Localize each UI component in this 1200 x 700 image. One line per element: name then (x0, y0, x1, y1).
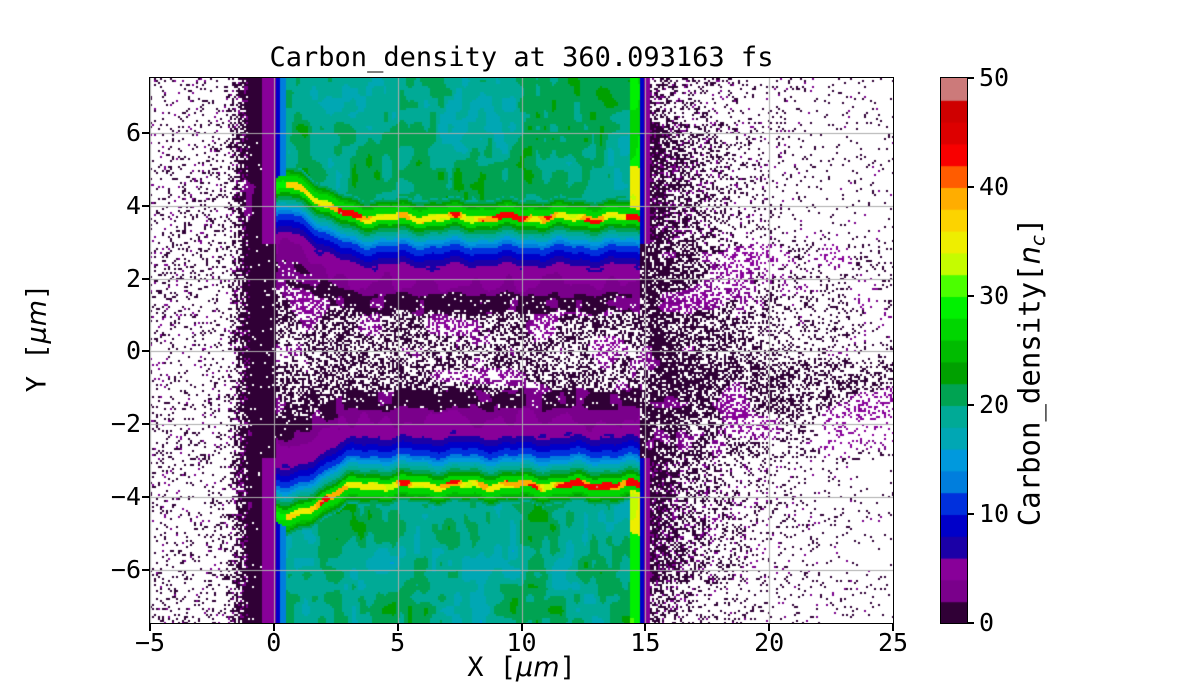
x-tick-label: 15 (630, 628, 661, 657)
colorbar-tick-mark (967, 186, 974, 188)
y-tick-label: 6 (125, 117, 141, 147)
y-tick-label: −4 (110, 482, 141, 512)
colorbar-label: Carbon_density[nc] (1013, 218, 1050, 527)
x-tick-mark (520, 623, 523, 631)
colorbar-tick-mark (967, 77, 974, 79)
colorbar-label-text: Carbon_density[ (1012, 264, 1047, 527)
x-axis-label-unit: μm (516, 652, 560, 683)
x-tick-label: 0 (266, 628, 282, 657)
colorbar-label-sub: c (1026, 235, 1050, 247)
plot-title: Carbon_density at 360.093163 fs (269, 42, 774, 73)
colorbar-label-var: n (1012, 246, 1047, 265)
colorbar-canvas (941, 78, 967, 623)
colorbar-tick-label: 10 (979, 499, 1010, 528)
colorbar-tick-label: 40 (979, 172, 1010, 201)
x-axis-label-text: X [ (467, 652, 517, 683)
colorbar-tick-mark (967, 513, 974, 515)
x-tick-mark (272, 623, 275, 631)
x-tick-label: 25 (877, 628, 909, 657)
colorbar-tick-label: 0 (979, 608, 995, 637)
y-tick-label: 2 (125, 263, 141, 293)
colorbar-label-close: ] (1012, 217, 1047, 236)
y-tick-label: −6 (110, 555, 141, 585)
y-tick-mark (142, 350, 150, 353)
y-tick-mark (142, 569, 150, 572)
y-tick-mark (142, 204, 150, 207)
heatmap-canvas (150, 78, 893, 623)
x-tick-label: 5 (390, 628, 406, 657)
x-tick-mark (644, 623, 647, 631)
y-tick-mark (142, 423, 150, 426)
colorbar-tick-mark (967, 295, 974, 297)
y-tick-label: 0 (125, 336, 141, 366)
y-tick-label: −2 (110, 409, 141, 439)
y-tick-mark (142, 131, 150, 134)
x-tick-mark (149, 623, 151, 631)
x-tick-label: −5 (134, 628, 166, 657)
y-tick-mark (142, 496, 150, 499)
colorbar-tick-label: 50 (979, 63, 1010, 92)
colorbar-tick-label: 30 (979, 281, 1010, 310)
colorbar-tick-mark (967, 404, 974, 406)
x-tick-mark (892, 623, 894, 631)
x-tick-label: 10 (506, 628, 537, 657)
y-tick-mark (142, 277, 150, 280)
x-tick-mark (768, 623, 771, 631)
colorbar-tick-label: 20 (979, 390, 1010, 419)
colorbar-tick-mark (967, 622, 974, 624)
x-tick-label: 20 (754, 628, 785, 657)
x-axis-label-close: ] (559, 652, 576, 683)
x-axis-label: X [μm] (150, 652, 893, 683)
x-tick-mark (396, 623, 399, 631)
y-tick-label: 4 (125, 190, 141, 220)
